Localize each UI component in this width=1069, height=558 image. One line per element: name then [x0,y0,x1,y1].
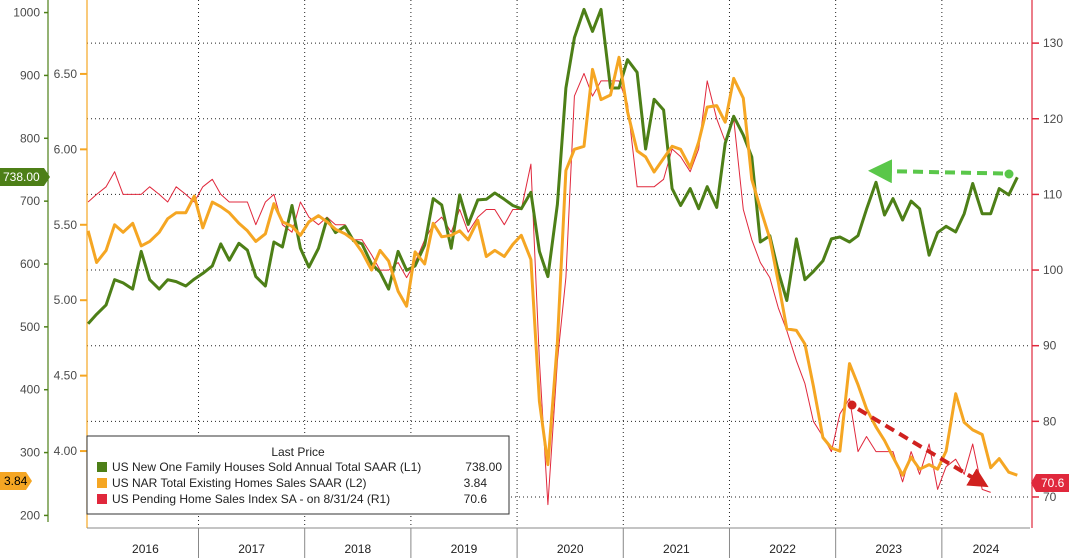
tick-label-l1: 800 [20,131,40,145]
legend-label-l2: US NAR Total Existing Homes Sales SAAR (… [112,476,367,490]
legend: Last Price US New One Family Houses Sold… [86,435,510,515]
tick-label-r1: 130 [1043,36,1063,50]
tick-label-l1: 900 [20,68,40,82]
tick-label-l2: 5.50 [54,218,78,232]
badge-l1-last [0,168,50,186]
red-arrow-origin [847,400,857,410]
badge-l1-last-text: 738.00 [3,170,40,184]
x-tick-label: 2024 [973,542,1000,556]
tick-label-l1: 200 [20,508,40,522]
tick-label-l2: 5.00 [54,293,78,307]
badge-l2-last-text: 3.84 [4,474,28,488]
legend-value-r1: 70.6 [464,492,488,506]
trend-arrows [847,159,1014,488]
x-tick-label: 2016 [132,542,159,556]
tick-label-l2: 6.50 [54,67,78,81]
tick-label-l1: 400 [20,383,40,397]
green-trend-arrow [868,159,1004,184]
legend-title: Last Price [271,445,325,459]
badge-r1-last [1031,474,1069,492]
x-tick-label: 2020 [557,542,584,556]
last-price-badges: 738.00 3.84 70.6 [0,168,1069,492]
legend-swatch-r1 [97,494,107,504]
tick-label-l2: 6.00 [54,142,78,156]
x-tick-label: 2019 [451,542,478,556]
tick-label-r1: 70 [1043,490,1057,504]
tick-label-r1: 90 [1043,339,1057,353]
legend-box [86,435,510,515]
tick-label-l1: 700 [20,194,40,208]
red-trend-arrow [856,407,989,488]
legend-label-l1: US New One Family Houses Sold Annual Tot… [112,460,421,474]
gridlines [87,0,1030,528]
series-line-l2 [86,55,1018,477]
tick-label-l2: 4.00 [54,444,78,458]
legend-swatch-l2 [97,478,107,488]
x-tick-label: 2021 [663,542,690,556]
legend-label-r1: US Pending Home Sales Index SA - on 8/31… [112,492,390,506]
tick-label-r1: 110 [1043,187,1062,201]
tick-label-r1: 120 [1043,112,1063,126]
legend-value-l1: 738.00 [465,460,502,474]
axes: 200 300 400 500 600 700 800 900 1000 4.00 4.50 5.00… [13,0,1063,558]
x-tick-label: 2017 [238,542,265,556]
tick-label-l1: 1000 [13,6,40,20]
legend-swatch-l1 [97,462,107,472]
tick-label-l1: 600 [20,257,40,271]
x-tick-label: 2018 [344,542,371,556]
x-tick-label: 2022 [769,542,796,556]
tick-label-r1: 80 [1043,414,1057,428]
series-line-l1 [86,7,1019,325]
series-line-r1 [87,72,991,506]
series-lines [86,7,1019,506]
badge-r1-last-text: 70.6 [1041,476,1065,490]
x-tick-label: 2023 [875,542,902,556]
tick-label-l2: 4.50 [54,369,78,383]
green-arrow-origin [1004,169,1014,179]
tick-label-l1: 500 [20,320,40,334]
badge-l2-last [0,472,32,490]
tick-label-l1: 300 [20,446,40,460]
legend-value-l2: 3.84 [464,476,488,490]
tick-label-r1: 100 [1043,263,1063,277]
